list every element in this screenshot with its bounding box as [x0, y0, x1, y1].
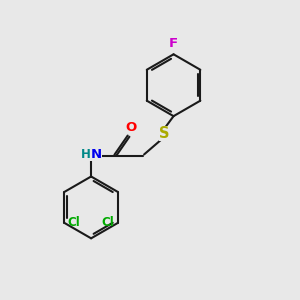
Text: S: S	[160, 126, 170, 141]
Text: O: O	[125, 121, 136, 134]
Text: Cl: Cl	[68, 216, 81, 230]
Text: F: F	[169, 37, 178, 50]
Text: Cl: Cl	[102, 216, 114, 230]
Text: N: N	[91, 148, 102, 161]
Text: H: H	[81, 148, 91, 161]
